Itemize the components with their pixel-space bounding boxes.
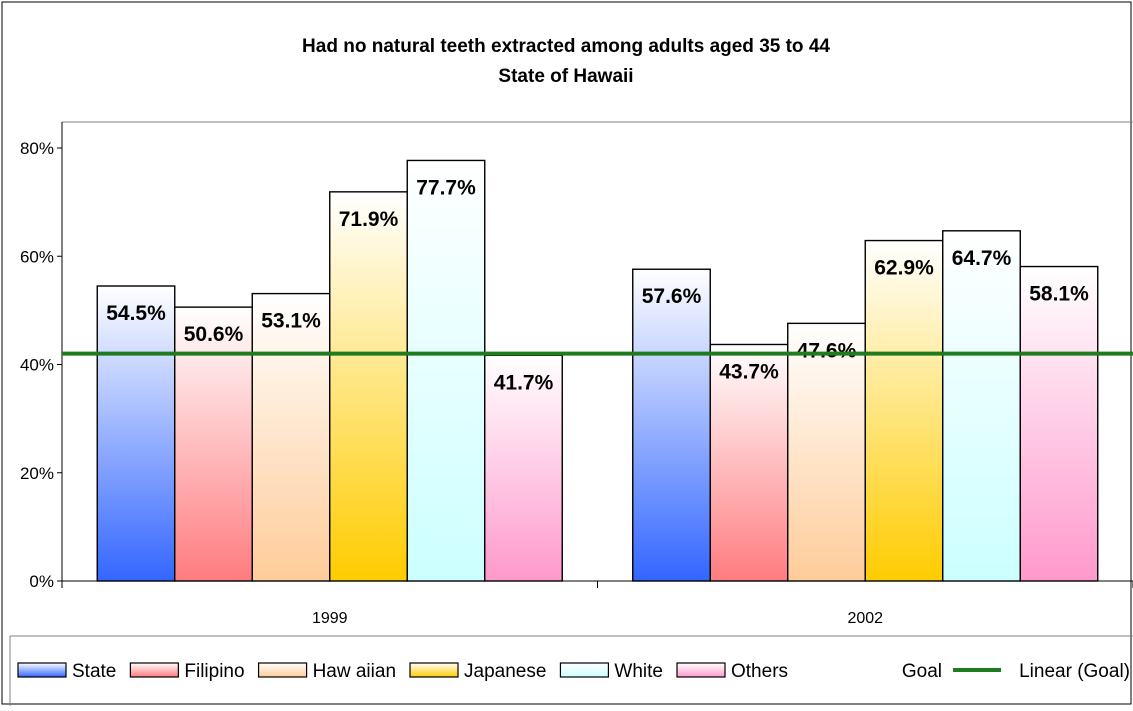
legend-label: Others bbox=[731, 661, 788, 682]
legend-label: Haw aiian bbox=[313, 661, 396, 682]
data-labels-layer: 54.5% 50.6% 53.1% 71.9% 77.7% 41.7% 57.6% 43.7%… bbox=[106, 176, 1089, 394]
chart-title: Had no natural teeth extracted among adu… bbox=[302, 36, 830, 57]
bar bbox=[787, 322, 866, 582]
chart-subtitle: State of Hawaii bbox=[498, 66, 633, 87]
legend-swatch bbox=[409, 662, 459, 678]
bar bbox=[864, 239, 944, 582]
bar bbox=[174, 306, 253, 582]
bar bbox=[406, 159, 486, 582]
x-tick-label: 1999 bbox=[312, 610, 348, 627]
y-tick-label: 60% bbox=[20, 247, 54, 266]
legend-label: White bbox=[614, 661, 663, 682]
y-tick-label: 80% bbox=[20, 139, 54, 158]
data-label: 43.7% bbox=[719, 360, 779, 383]
y-tick-label: 0% bbox=[29, 572, 54, 591]
legend-label: Filipino bbox=[184, 661, 244, 682]
data-label: 77.7% bbox=[416, 176, 476, 199]
x-tick-label: 2002 bbox=[847, 610, 883, 627]
bar bbox=[329, 191, 408, 582]
y-tick-label: 40% bbox=[20, 356, 54, 375]
bar bbox=[251, 292, 331, 582]
data-label: 41.7% bbox=[494, 371, 554, 394]
legend-goal-label: Goal bbox=[902, 661, 942, 682]
legend-swatch bbox=[129, 662, 179, 678]
y-tick-label: 20% bbox=[20, 464, 54, 483]
legend-swatch bbox=[559, 662, 610, 678]
legend-swatch bbox=[676, 662, 726, 678]
axes-layer: 0% 20% 40% 60% 80% 1999 2002 bbox=[20, 122, 1133, 627]
data-label: 50.6% bbox=[184, 323, 244, 346]
data-label: 54.5% bbox=[106, 302, 166, 325]
data-label: 62.9% bbox=[874, 257, 934, 280]
data-label: 71.9% bbox=[339, 208, 399, 231]
bar bbox=[1019, 265, 1099, 582]
legend-swatch bbox=[257, 662, 308, 678]
data-label: 58.1% bbox=[1029, 283, 1089, 306]
legend-swatch bbox=[17, 662, 67, 678]
data-label: 53.1% bbox=[261, 310, 321, 333]
bar bbox=[942, 230, 1021, 582]
legend-linear-label: Linear (Goal) bbox=[1019, 661, 1130, 682]
data-label: 47.6% bbox=[797, 339, 857, 362]
legend-label: State bbox=[72, 661, 116, 682]
bar bbox=[709, 343, 789, 582]
data-label: 64.7% bbox=[952, 247, 1012, 270]
bar bbox=[632, 268, 711, 582]
bar bbox=[96, 285, 176, 582]
legend-label: Japanese bbox=[464, 661, 546, 682]
bar bbox=[484, 354, 563, 582]
data-label: 57.6% bbox=[642, 285, 702, 308]
bars-layer bbox=[96, 159, 1099, 582]
legend: State Filipino Haw aiian Japanese White Other… bbox=[17, 661, 1130, 682]
